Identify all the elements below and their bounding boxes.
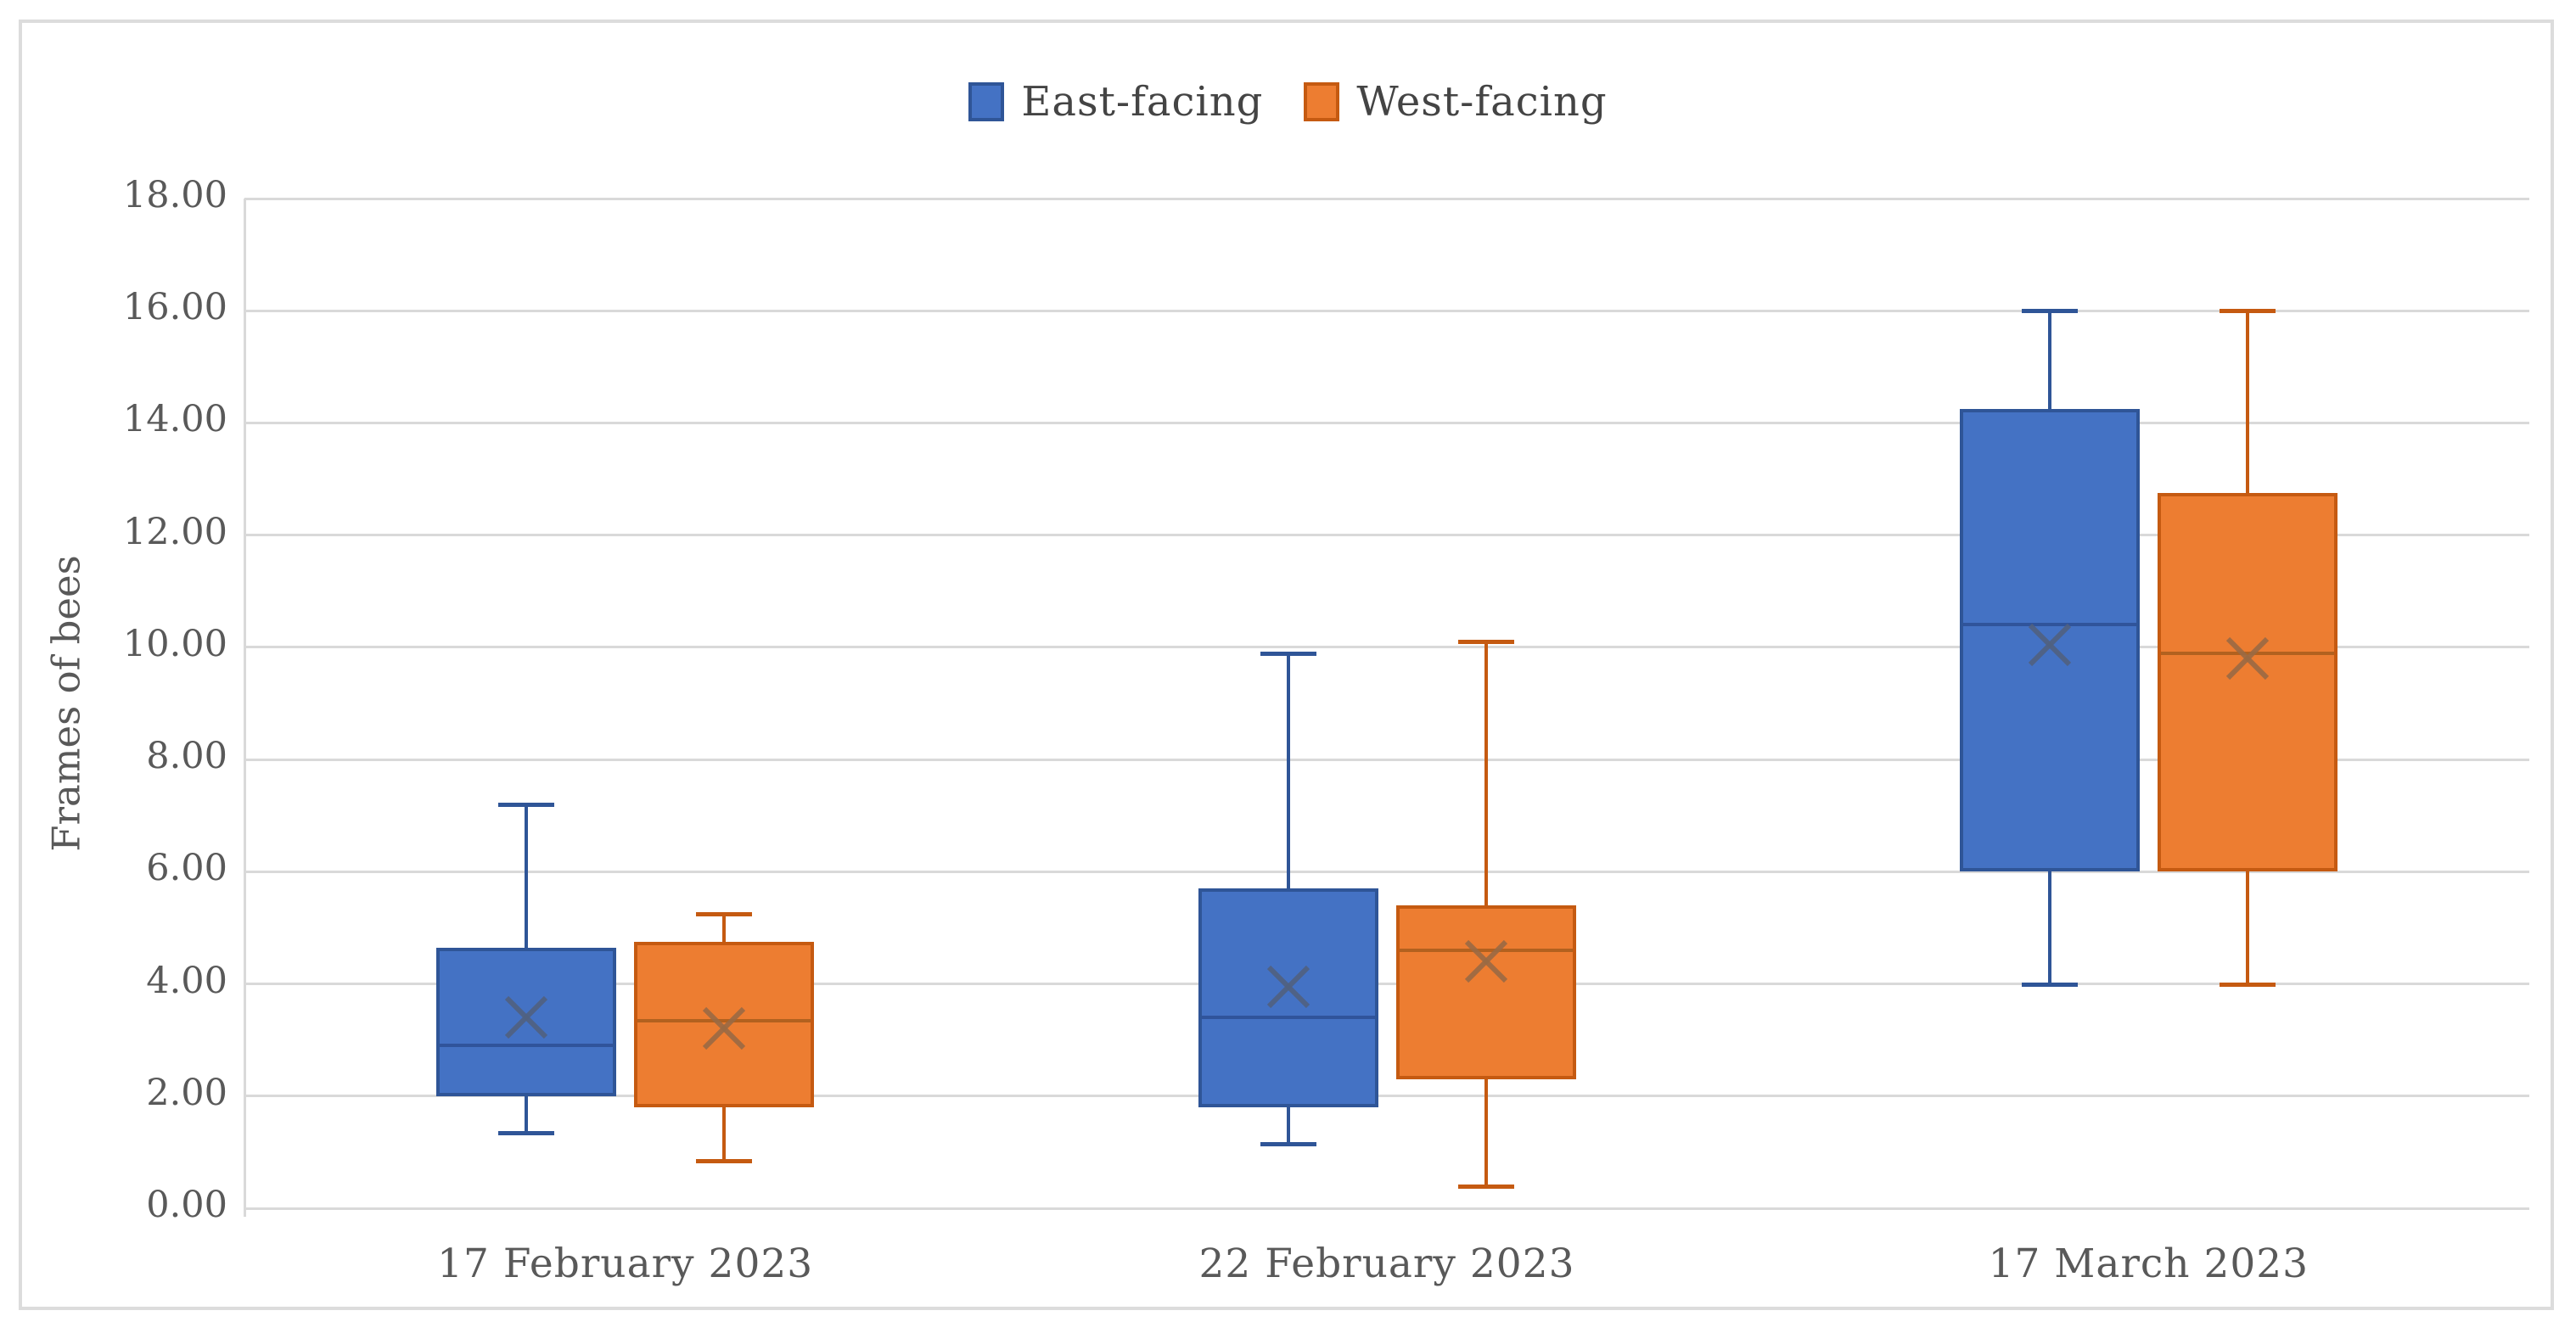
mean-marker-icon [696, 1000, 752, 1056]
category-label: 17 February 2023 [437, 1241, 814, 1287]
whisker-cap-upper [2021, 309, 2078, 314]
median-line [637, 1018, 811, 1022]
legend: East-facing West-facing [0, 78, 2576, 126]
gridline [244, 421, 2529, 424]
box-east-facing-2 [1959, 408, 2140, 872]
gridline [244, 646, 2529, 649]
whisker-stem-lower [722, 1107, 727, 1161]
whisker-cap-lower [2021, 982, 2078, 987]
median-line [1399, 948, 1573, 952]
box-east-facing-0 [436, 947, 617, 1096]
median-line [1201, 1016, 1375, 1020]
whisker-stem-upper [722, 913, 727, 942]
y-tick-label: 16.00 [122, 286, 227, 329]
y-tick-label: 4.00 [146, 959, 227, 1002]
gridline [244, 758, 2529, 761]
y-tick-label: 0.00 [146, 1184, 227, 1226]
whisker-stem-upper [1484, 641, 1488, 905]
whisker-cap-upper [2219, 309, 2276, 314]
y-axis-line [244, 199, 246, 1217]
legend-item-east-facing: East-facing [968, 78, 1263, 126]
whisker-cap-lower [696, 1158, 753, 1163]
y-tick-label: 8.00 [146, 735, 227, 778]
legend-swatch-west-icon [1304, 82, 1340, 121]
box-east-facing-1 [1198, 888, 1378, 1107]
category-label: 17 March 2023 [1988, 1241, 2309, 1287]
box-west-facing-2 [2157, 493, 2337, 872]
whisker-cap-upper [1260, 651, 1316, 656]
median-line [440, 1044, 614, 1048]
whisker-stem-upper [2047, 311, 2051, 409]
box-west-facing-0 [634, 941, 815, 1107]
gridline [244, 309, 2529, 312]
legend-label-west: West-facing [1356, 78, 1608, 126]
legend-item-west-facing: West-facing [1304, 78, 1607, 126]
legend-label-east: East-facing [1021, 78, 1264, 126]
box-west-facing-1 [1395, 905, 1576, 1079]
category-label: 22 February 2023 [1198, 1241, 1575, 1287]
mean-marker-icon [498, 989, 554, 1045]
whisker-stem-upper [525, 804, 529, 948]
whisker-cap-upper [696, 911, 753, 916]
y-tick-label: 14.00 [122, 398, 227, 441]
gridline [244, 1095, 2529, 1098]
median-line [2160, 651, 2334, 655]
mean-marker-icon [1458, 933, 1514, 989]
gridline [244, 1207, 2529, 1210]
y-tick-label: 2.00 [146, 1071, 227, 1114]
whisker-cap-upper [498, 803, 555, 807]
whisker-stem-lower [525, 1095, 529, 1133]
whisker-stem-upper [1286, 652, 1290, 889]
whisker-cap-upper [1457, 640, 1514, 645]
gridline [244, 870, 2529, 873]
legend-swatch-east-icon [968, 82, 1005, 121]
whisker-stem-lower [2245, 871, 2249, 984]
gridline [244, 534, 2529, 537]
whisker-cap-lower [1260, 1141, 1316, 1146]
whisker-cap-lower [498, 1130, 555, 1135]
y-tick-label: 10.00 [122, 622, 227, 665]
whisker-cap-lower [2219, 982, 2276, 987]
y-tick-label: 18.00 [122, 174, 227, 216]
whisker-stem-lower [1484, 1078, 1488, 1186]
whisker-stem-lower [1286, 1107, 1290, 1144]
mean-marker-icon [1260, 959, 1316, 1015]
gridline [244, 197, 2529, 200]
mean-marker-icon [2220, 630, 2276, 686]
whisker-cap-lower [1457, 1184, 1514, 1189]
whisker-stem-lower [2047, 871, 2051, 984]
y-tick-label: 6.00 [146, 847, 227, 890]
y-tick-label: 12.00 [122, 510, 227, 553]
gridline [244, 983, 2529, 986]
mean-marker-icon [2022, 617, 2078, 673]
whisker-stem-upper [2245, 311, 2249, 494]
median-line [1962, 623, 2136, 627]
